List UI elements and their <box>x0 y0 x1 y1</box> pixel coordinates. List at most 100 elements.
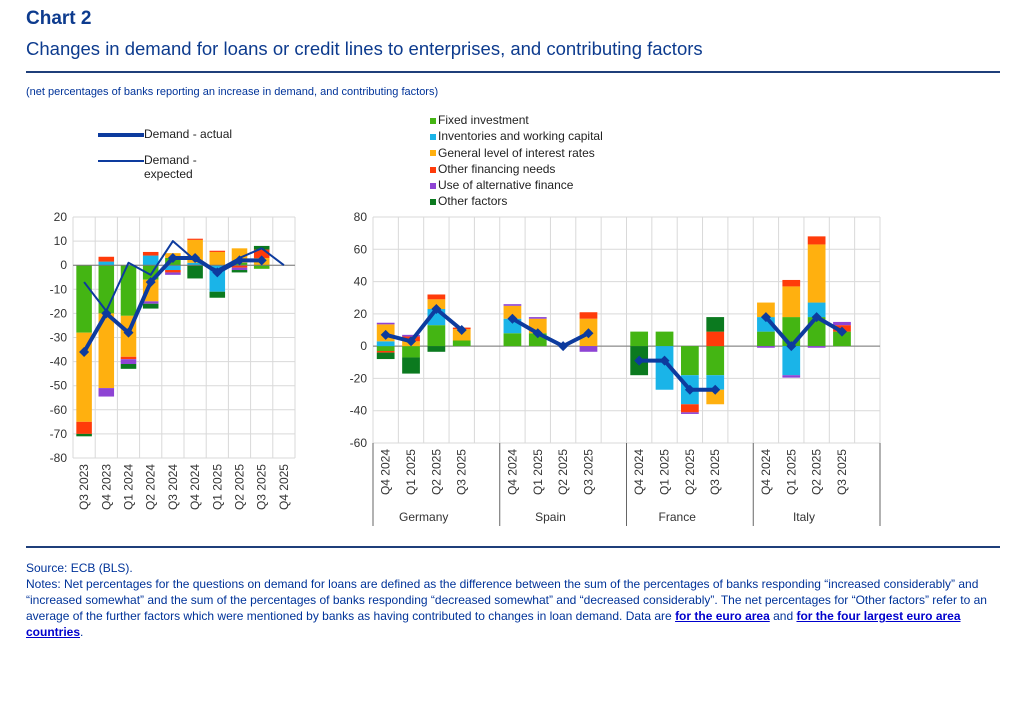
country-label: Italy <box>793 510 815 524</box>
bar-segment <box>427 346 446 352</box>
bar-segment <box>402 334 420 337</box>
x-tick-label: Q2 2025 <box>810 449 824 495</box>
link-four-countries[interactable]: for the four largest euro area countries <box>26 609 961 639</box>
demand-actual-line-marker <box>786 341 797 352</box>
y-tick-label: 0 <box>60 258 67 272</box>
bar-segment <box>630 331 649 347</box>
bar-segment <box>120 359 137 365</box>
demand-actual-line-marker <box>145 277 156 288</box>
x-tick-label: Q2 2025 <box>683 449 697 495</box>
bar-segment <box>655 346 674 390</box>
y-tick-label: 10 <box>54 234 68 248</box>
legend-label: Demand - <box>144 153 197 167</box>
bar-segment <box>76 433 92 437</box>
bar-segment <box>681 346 699 376</box>
demand-actual-line-marker <box>507 313 518 324</box>
y-tick-label: -20 <box>350 371 368 385</box>
notes-text: . <box>80 625 84 639</box>
bar-segment <box>402 346 420 358</box>
x-tick-label: Q4 2024 <box>188 464 202 510</box>
bar-segment <box>231 265 248 268</box>
bar-segment <box>165 270 181 273</box>
legend-label: Demand - actual <box>144 127 233 141</box>
legend-item: Fixed investment <box>430 112 603 128</box>
demand-actual-line-marker <box>634 355 645 366</box>
divider <box>26 546 1000 548</box>
y-tick-label: -50 <box>50 379 68 393</box>
bar-segment <box>76 332 92 422</box>
bar-segment <box>503 305 522 319</box>
bar-segment <box>706 375 725 390</box>
bar-segment <box>579 312 598 319</box>
bar-segment <box>706 389 725 405</box>
demand-actual-line <box>764 315 843 349</box>
demand-actual-line-marker <box>123 327 134 338</box>
x-tick-label: Q1 2025 <box>210 464 224 510</box>
bar-segment <box>757 302 775 318</box>
bar-segment <box>165 265 181 271</box>
y-tick-label: -10 <box>50 282 68 296</box>
y-tick-label: -40 <box>350 404 368 418</box>
y-tick-label: -40 <box>50 355 68 369</box>
legend-item: Other financing needs <box>430 161 603 177</box>
bar-segment <box>757 346 775 348</box>
x-tick-label: Q2 2025 <box>233 464 247 510</box>
demand-actual-line-marker <box>380 329 391 340</box>
bar-segment <box>782 375 801 378</box>
x-tick-label: Q4 2024 <box>759 449 773 495</box>
y-tick-label: -60 <box>50 403 68 417</box>
y-tick-label: 60 <box>354 242 368 256</box>
demand-actual-line-marker <box>684 384 695 395</box>
x-tick-label: Q4 2025 <box>277 464 291 510</box>
x-tick-label: Q4 2024 <box>505 449 519 495</box>
bar-segment <box>142 301 159 304</box>
bar-legend: Fixed investment Inventories and working … <box>430 112 603 210</box>
demand-actual-line-marker <box>583 328 594 339</box>
bar-segment <box>681 412 699 414</box>
legend-swatch <box>430 199 436 206</box>
y-tick-label: -60 <box>350 436 368 450</box>
bar-segment <box>757 331 775 347</box>
bar-segment <box>706 331 725 347</box>
x-tick-label: Q2 2024 <box>144 464 158 510</box>
bar-segment <box>209 250 226 252</box>
legend-item: Other factors <box>430 193 603 209</box>
bar-segment <box>98 388 115 397</box>
bar-segment <box>98 265 115 314</box>
bar-segment <box>231 267 248 271</box>
chart-label: Chart 2 <box>26 8 92 29</box>
bar-segment <box>427 294 446 300</box>
bar-segment <box>120 356 137 360</box>
link-euro-area[interactable]: for the euro area <box>675 609 770 623</box>
bar-segment <box>187 262 203 266</box>
notes-text: Notes: Net percentages for the questions… <box>26 577 987 623</box>
bar-segment <box>706 317 725 332</box>
bar-segment <box>187 265 203 279</box>
bar-segment <box>209 251 226 266</box>
source: Source: ECB (BLS). <box>26 561 133 575</box>
bar-segment <box>165 272 181 275</box>
bar-segment <box>782 286 801 318</box>
chart-svg: 20 10 0 -10 -20 -30 -40 -50 -60 -70 -80 Q3 2023 Q4 2… <box>50 210 881 526</box>
bar-segment <box>833 331 851 347</box>
legend-swatch <box>430 134 436 141</box>
demand-actual-line-marker <box>710 384 721 395</box>
demand-actual-line <box>639 358 716 392</box>
y-tick-label: 20 <box>354 307 368 321</box>
x-tick-label: Q3 2025 <box>255 464 269 510</box>
y-tick-label: -70 <box>50 427 68 441</box>
demand-actual-line-marker <box>101 308 112 319</box>
bar-segment <box>209 291 226 298</box>
x-tick-label: Q3 2025 <box>581 449 595 495</box>
divider <box>26 71 1000 73</box>
demand-actual-line <box>511 316 590 349</box>
demand-actual-line-marker <box>406 336 417 347</box>
legend-label: expected <box>144 167 193 181</box>
notes-text: and <box>769 609 797 623</box>
legend-label: Other factors <box>438 194 508 209</box>
legend-label: Use of alternative finance <box>438 178 574 193</box>
demand-actual-line-marker <box>256 255 267 266</box>
x-tick-label: Q2 2025 <box>556 449 570 495</box>
y-tick-label: -20 <box>50 306 68 320</box>
bar-segment <box>833 321 851 326</box>
